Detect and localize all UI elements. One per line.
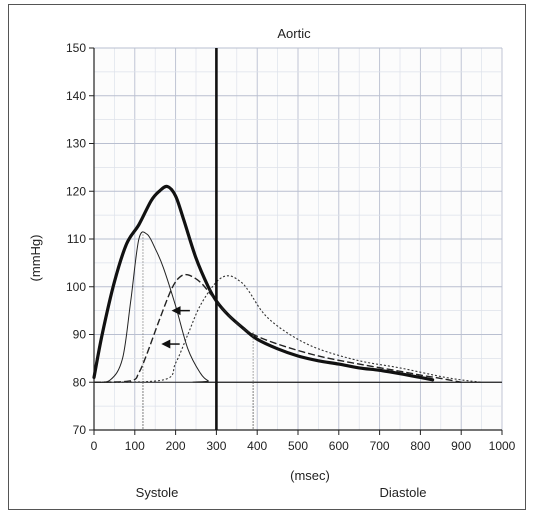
- y-tick-label: 130: [66, 137, 86, 151]
- series-line-dashed: [93, 273, 462, 383]
- systole-label: Systole: [136, 485, 179, 500]
- y-tick-label: 120: [66, 184, 86, 198]
- arrow-head: [171, 306, 181, 316]
- x-tick-label: 100: [125, 439, 145, 453]
- x-axis-label: (msec): [290, 468, 330, 483]
- x-tick-label: 700: [370, 439, 390, 453]
- y-tick-label: 70: [73, 423, 87, 437]
- annotations: [142, 48, 254, 430]
- y-axis-label: (mmHg): [28, 235, 43, 282]
- x-tick-label: 0: [91, 439, 98, 453]
- x-tick-label: 400: [247, 439, 267, 453]
- diastole-label: Diastole: [380, 485, 427, 500]
- x-tick-label: 200: [166, 439, 186, 453]
- grid: [93, 47, 503, 431]
- arrow-head: [161, 339, 171, 349]
- axes: 70 80 90 100 110 120 130 140 150 0 100 200 300 400 500…: [66, 41, 516, 453]
- series-line-dotted: [93, 275, 482, 383]
- y-tick-label: 90: [73, 328, 87, 342]
- x-tick-label: 800: [410, 439, 430, 453]
- y-tick-label: 100: [66, 280, 86, 294]
- x-tick-label: 1000: [489, 439, 516, 453]
- chart-title: Aortic: [277, 26, 311, 41]
- x-tick-label: 500: [288, 439, 308, 453]
- y-tick-label: 110: [67, 232, 86, 246]
- y-tick-label: 140: [66, 89, 86, 103]
- x-tick-label: 600: [329, 439, 349, 453]
- x-tick-label: 900: [451, 439, 471, 453]
- x-tick-label: 300: [206, 439, 226, 453]
- y-tick-label: 150: [66, 41, 86, 55]
- series-group: [92, 184, 503, 383]
- y-tick-label: 80: [73, 375, 87, 389]
